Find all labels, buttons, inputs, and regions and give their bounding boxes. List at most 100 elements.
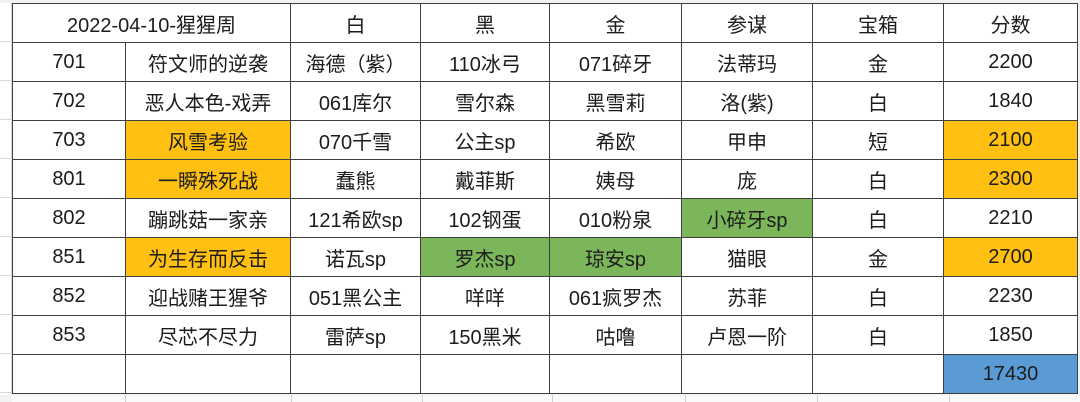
cell-black: 罗杰sp [420,237,550,277]
table-row: 853 尽芯不尽力 雷萨sp 150黑米 咕噜 卢恩一阶白 1850 [12,315,1078,355]
cell-white: 070千雪 [290,120,421,160]
table-row: 852 迎战赌王猩爷 051黑公主 咩咩 061疯罗杰 苏菲白 2230 [12,276,1078,316]
cell-chest: 短 [812,120,944,160]
cell-white: 051黑公主 [290,276,421,316]
cell-score: 2300 [943,159,1078,199]
cell-white: 海德（紫） [290,42,421,82]
cell-white [290,354,421,394]
cell-advisor: 庞 [681,159,813,199]
cell-black: 戴菲斯 [420,159,550,199]
cell-advisor: 法蒂玛 [681,42,813,82]
cell-chest: 白 [812,315,944,355]
cell-id: 853 [12,315,126,355]
cell-title [125,354,291,394]
cell-gold: 黑雪莉 [549,81,682,121]
partial-next-row [12,395,1080,402]
spreadsheet-region: 2022-04-10-猩猩周 白黑金参谋 宝箱 分数 701 符文师的逆袭 海德（紫） 1… [12,3,1078,394]
date-title-cell: 2022-04-10-猩猩周 [12,3,291,43]
cell-id: 802 [12,198,126,238]
cell-chest [812,354,944,394]
cell-score: 1840 [943,81,1078,121]
partial-cell [423,395,553,402]
cell-title: 风雪考验 [125,120,291,160]
cell-chest: 金 [812,237,944,277]
column-header: 金 [549,3,682,43]
cell-gold [549,354,682,394]
partial-cell [686,395,818,402]
adjacent-column-sliver [0,3,12,395]
cell-title: 迎战赌王猩爷 [125,276,291,316]
cell-id: 852 [12,276,126,316]
cell-black: 150黑米 [420,315,550,355]
column-header: 宝箱 [812,3,944,43]
cell-chest: 白 [812,81,944,121]
weekly-score-table: 2022-04-10-猩猩周 白黑金参谋 宝箱 分数 701 符文师的逆袭 海德（紫） 1… [12,3,1078,394]
cell-gold: 姨母 [549,159,682,199]
cell-white: 诺瓦sp [290,237,421,277]
partial-cell [818,395,950,402]
cell-chest: 金 [812,42,944,82]
cell-gold: 010粉泉 [549,198,682,238]
cell-score: 2700 [943,237,1078,277]
cell-id: 703 [12,120,126,160]
cell-gold: 琼安sp [549,237,682,277]
cell-score: 2100 [943,120,1078,160]
cell-id [12,354,126,394]
partial-cell [292,395,423,402]
cell-advisor: 苏菲 [681,276,813,316]
cell-advisor: 甲申 [681,120,813,160]
cell-black: 102钢蛋 [420,198,550,238]
cell-chest: 白 [812,198,944,238]
table-row: 701 符文师的逆袭 海德（紫） 110冰弓 071碎牙 法蒂玛金 2200 [12,42,1078,82]
cell-score: 2230 [943,276,1078,316]
cell-gold: 希欧 [549,120,682,160]
cell-white: 121希欧sp [290,198,421,238]
cell-score: 2210 [943,198,1078,238]
table-body: 701 符文师的逆袭 海德（紫） 110冰弓 071碎牙 法蒂玛金 2200 702 恶人本色-… [12,42,1078,394]
cell-black [420,354,550,394]
partial-cell [950,395,1080,402]
cell-title: 符文师的逆袭 [125,42,291,82]
cell-title: 尽芯不尽力 [125,315,291,355]
cell-advisor [681,354,813,394]
cell-id: 701 [12,42,126,82]
column-header: 黑 [420,3,550,43]
cell-black: 公主sp [420,120,550,160]
cell-title: 恶人本色-戏弄 [125,81,291,121]
cell-score: 1850 [943,315,1078,355]
cell-chest: 白 [812,276,944,316]
cell-id: 801 [12,159,126,199]
header-row: 2022-04-10-猩猩周 白黑金参谋 宝箱 分数 [12,3,1078,43]
table-row: 702 恶人本色-戏弄 061库尔 雪尔森 黑雪莉 洛(紫) 白 1840 [12,81,1078,121]
table-row: 851 为生存而反击 诺瓦sp 罗杰sp 琼安sp 猫眼金 2700 [12,237,1078,277]
column-header: 参谋 [681,3,813,43]
cell-gold: 咕噜 [549,315,682,355]
column-header: 白 [290,3,421,43]
cell-gold: 071碎牙 [549,42,682,82]
table-row: 17430 [12,354,1078,394]
cell-title: 为生存而反击 [125,237,291,277]
cell-gold: 061疯罗杰 [549,276,682,316]
cell-title: 蹦跳菇一家亲 [125,198,291,238]
cell-white: 061库尔 [290,81,421,121]
partial-cell [12,395,126,402]
cell-chest: 白 [812,159,944,199]
cell-advisor: 小碎牙sp [681,198,813,238]
cell-title: 一瞬殊死战 [125,159,291,199]
cell-id: 851 [12,237,126,277]
cell-white: 雷萨sp [290,315,421,355]
column-header: 分数 [943,3,1078,43]
cell-score: 2200 [943,42,1078,82]
partial-cell [126,395,292,402]
partial-cell [553,395,686,402]
table-row: 801 一瞬殊死战 蠢熊 戴菲斯 姨母庞白 2300 [12,159,1078,199]
cell-black: 雪尔森 [420,81,550,121]
cell-advisor: 猫眼 [681,237,813,277]
table-row: 802 蹦跳菇一家亲 121希欧sp 102钢蛋 010粉泉 小碎牙sp 白 2210 [12,198,1078,238]
cell-white: 蠢熊 [290,159,421,199]
cell-id: 702 [12,81,126,121]
cell-black: 咩咩 [420,276,550,316]
table-row: 703 风雪考验 070千雪 公主sp 希欧 甲申短 2100 [12,120,1078,160]
cell-advisor: 卢恩一阶 [681,315,813,355]
cell-advisor: 洛(紫) [681,81,813,121]
